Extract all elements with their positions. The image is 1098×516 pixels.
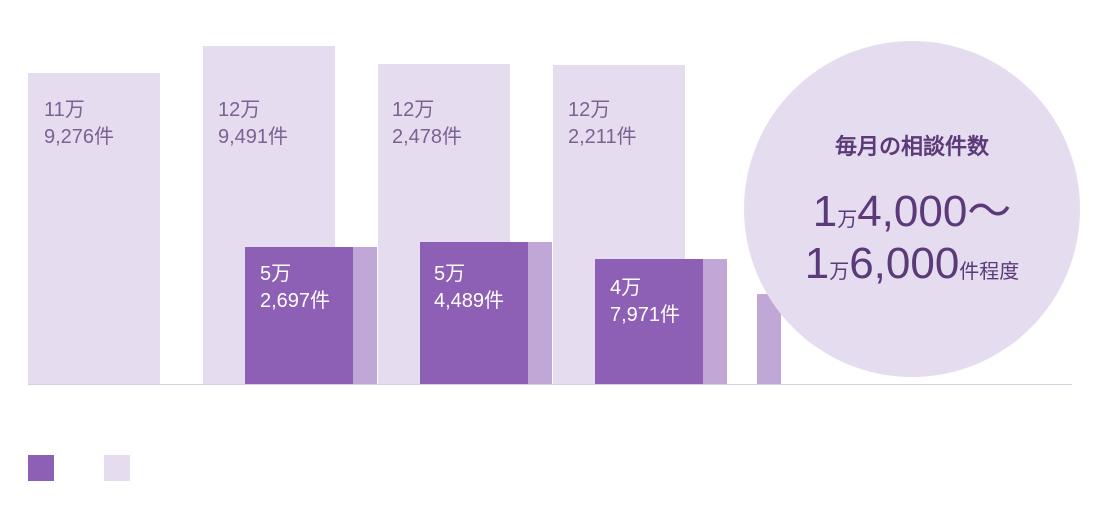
front-bar-side xyxy=(703,259,727,385)
legend-item xyxy=(28,455,64,481)
front-bar-label: 5万 4,489件 xyxy=(434,261,504,315)
back-bar-label: 12万 2,478件 xyxy=(392,97,462,151)
front-bar-label: 5万 2,697件 xyxy=(260,261,330,315)
circle-l2-num: 6,000 xyxy=(849,239,959,289)
circle-l1-man: 万 xyxy=(837,203,857,232)
circle-title: 毎月の相談件数 xyxy=(835,129,989,161)
circle-l2-man: 万 xyxy=(829,255,849,284)
front-bar-side xyxy=(353,247,377,385)
back-bar-label: 12万 9,491件 xyxy=(218,97,288,151)
legend-item xyxy=(104,455,140,481)
legend xyxy=(28,455,170,481)
back-bar-label: 12万 2,211件 xyxy=(568,97,637,151)
front-bar-label: 4万 7,971件 xyxy=(610,275,680,329)
circle-l2-lead: 1 xyxy=(805,239,829,289)
back-bar-label: 11万 9,276件 xyxy=(44,97,114,151)
front-bar-side xyxy=(528,242,552,385)
circle-line-2: 1 万 6,000 件程度 xyxy=(805,239,1020,289)
chart-baseline xyxy=(28,384,1072,385)
circle-l2-tail: 件程度 xyxy=(959,255,1019,284)
circle-line-1: 1 万 4,000 ～ xyxy=(813,175,1012,239)
bar-chart: 11万 9,276件 12万 9,491件 5万 2,697件 12万 2,478件 5… xyxy=(0,0,1098,385)
legend-swatch xyxy=(28,455,54,481)
legend-swatch xyxy=(104,455,130,481)
circle-l1-num: 4,000 xyxy=(857,187,967,237)
circle-l1-lead: 1 xyxy=(813,187,837,237)
circle-l1-tail: ～ xyxy=(967,175,1011,239)
summary-circle: 毎月の相談件数 1 万 4,000 ～ 1 万 6,000 件程度 xyxy=(744,41,1080,377)
